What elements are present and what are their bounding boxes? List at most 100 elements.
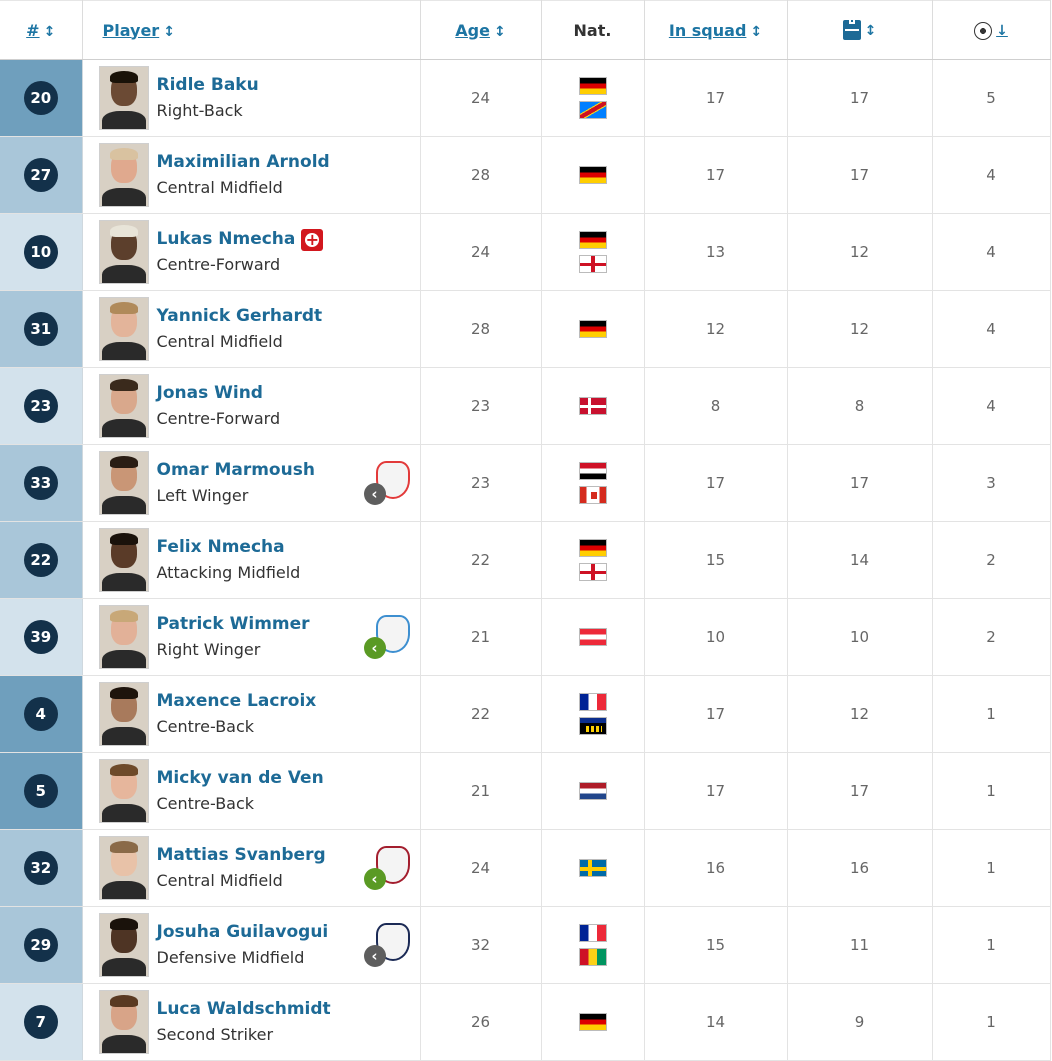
in-squad-cell: 17 <box>644 136 788 214</box>
flag-dk-icon[interactable] <box>578 397 607 415</box>
sort-age-link[interactable]: Age <box>455 20 490 40</box>
flag-fr-icon[interactable] <box>578 693 607 711</box>
player-name-link[interactable]: Ridle Baku <box>156 75 259 96</box>
club-crest-icon[interactable] <box>375 846 410 884</box>
table-row: 23 Jonas Wind Centre-Forward 23 8 8 4 <box>0 367 1051 445</box>
player-photo[interactable] <box>98 220 149 284</box>
goals-cell: 5 <box>932 59 1051 137</box>
shirt-number: 31 <box>23 312 58 346</box>
player-photo[interactable] <box>98 297 149 361</box>
col-appearances[interactable]: ↕ <box>787 0 933 60</box>
player-name-link[interactable]: Patrick Wimmer <box>156 614 310 635</box>
flag-de-icon[interactable] <box>578 539 607 557</box>
col-nationality: Nat. <box>541 0 645 60</box>
player-photo[interactable] <box>98 143 149 207</box>
col-number[interactable]: # ↕ <box>0 0 83 60</box>
player-name-link[interactable]: Maxence Lacroix <box>156 691 317 712</box>
loan-arrow-icon: ‹ <box>363 483 386 505</box>
player-photo[interactable] <box>98 682 149 746</box>
col-player[interactable]: Player ↕ <box>82 0 421 60</box>
flag-nl-icon[interactable] <box>578 782 607 800</box>
shirt-number: 29 <box>23 928 58 962</box>
injury-icon[interactable] <box>301 229 324 251</box>
col-age[interactable]: Age ↕ <box>420 0 542 60</box>
sort-player-link[interactable]: Player <box>102 20 160 40</box>
player-photo[interactable] <box>98 759 149 823</box>
player-name-link[interactable]: Maximilian Arnold <box>156 152 330 173</box>
goals-cell: 4 <box>932 367 1051 445</box>
player-photo[interactable] <box>98 605 149 669</box>
player-name-link[interactable]: Omar Marmoush <box>156 460 315 481</box>
in-squad-cell: 13 <box>644 213 788 291</box>
player-photo[interactable] <box>98 913 149 977</box>
table-row: 22 Felix Nmecha Attacking Midfield 22 15… <box>0 521 1051 599</box>
shirt-number: 22 <box>23 543 58 577</box>
col-in-squad[interactable]: In squad ↕ <box>644 0 788 60</box>
sort-desc-icon[interactable]: ↓ <box>996 23 1008 40</box>
loan-arrow-icon: ‹ <box>363 637 386 659</box>
player-cell: Micky van de Ven Centre-Back <box>82 752 421 830</box>
table-row: 31 Yannick Gerhardt Central Midfield 28 … <box>0 290 1051 368</box>
flag-eg-icon[interactable] <box>578 462 607 480</box>
loan-badge[interactable]: ‹ <box>362 846 410 892</box>
flag-se-icon[interactable] <box>578 859 607 877</box>
player-name-link[interactable]: Jonas Wind <box>156 383 263 404</box>
flag-at-icon[interactable] <box>578 628 607 646</box>
player-photo[interactable] <box>98 528 149 592</box>
loan-badge[interactable]: ‹ <box>362 923 410 969</box>
player-photo[interactable] <box>98 836 149 900</box>
flag-en-icon[interactable] <box>578 255 607 273</box>
sort-icon[interactable]: ↕ <box>864 22 877 39</box>
flag-fr-icon[interactable] <box>578 924 607 942</box>
shirt-number: 20 <box>23 81 58 115</box>
player-name-link[interactable]: Micky van de Ven <box>156 768 324 789</box>
player-name-link[interactable]: Felix Nmecha <box>156 537 285 558</box>
flag-ca-icon[interactable] <box>578 486 607 504</box>
flag-de-icon[interactable] <box>578 231 607 249</box>
col-goals[interactable]: ↓ <box>932 0 1051 60</box>
goals-cell: 4 <box>932 290 1051 368</box>
loan-badge[interactable]: ‹ <box>362 461 410 507</box>
player-name-link[interactable]: Luca Waldschmidt <box>156 999 331 1020</box>
player-photo[interactable] <box>98 66 149 130</box>
loan-badge[interactable]: ‹ <box>362 615 410 661</box>
sort-icon[interactable]: ↕ <box>43 23 56 40</box>
in-squad-cell: 17 <box>644 444 788 522</box>
flag-de-icon[interactable] <box>578 320 607 338</box>
shirt-number-cell: 22 <box>0 521 83 599</box>
shirt-number: 4 <box>23 697 58 731</box>
player-cell: Lukas Nmecha Centre-Forward <box>82 213 421 291</box>
flag-cd-icon[interactable] <box>578 101 607 119</box>
player-position: Centre-Forward <box>156 254 281 274</box>
flag-de-icon[interactable] <box>578 77 607 95</box>
ball-icon[interactable] <box>974 21 993 40</box>
player-name-link[interactable]: Yannick Gerhardt <box>156 306 323 327</box>
nationality-cell <box>541 675 645 753</box>
nationality-cell <box>541 136 645 214</box>
shirt-number-cell: 5 <box>0 752 83 830</box>
player-position: Left Winger <box>156 485 249 505</box>
goals-cell: 3 <box>932 444 1051 522</box>
flag-en-icon[interactable] <box>578 563 607 581</box>
player-photo[interactable] <box>98 990 149 1054</box>
sort-number-link[interactable]: # <box>26 20 40 40</box>
player-name-link[interactable]: Mattias Svanberg <box>156 845 326 866</box>
flag-de-icon[interactable] <box>578 166 607 184</box>
sort-icon[interactable]: ↕ <box>163 23 175 40</box>
sort-in-squad-link[interactable]: In squad <box>668 20 747 40</box>
flag-gp-icon[interactable] <box>578 717 607 735</box>
appearances-cell: 17 <box>787 59 933 137</box>
player-photo[interactable] <box>98 374 149 438</box>
player-photo[interactable] <box>98 451 149 515</box>
flag-de-icon[interactable] <box>578 1013 607 1031</box>
appearances-cell: 16 <box>787 829 933 907</box>
loan-arrow-icon: ‹ <box>363 945 386 967</box>
flag-gn-icon[interactable] <box>578 948 607 966</box>
sort-icon[interactable]: ↕ <box>750 23 763 40</box>
in-squad-cell: 12 <box>644 290 788 368</box>
sort-icon[interactable]: ↕ <box>493 23 506 40</box>
player-name-link[interactable]: Lukas Nmecha <box>156 229 296 250</box>
player-name-link[interactable]: Josuha Guilavogui <box>156 922 329 943</box>
pitch-icon[interactable] <box>842 20 861 41</box>
player-cell: Omar Marmoush Left Winger ‹ <box>82 444 421 522</box>
